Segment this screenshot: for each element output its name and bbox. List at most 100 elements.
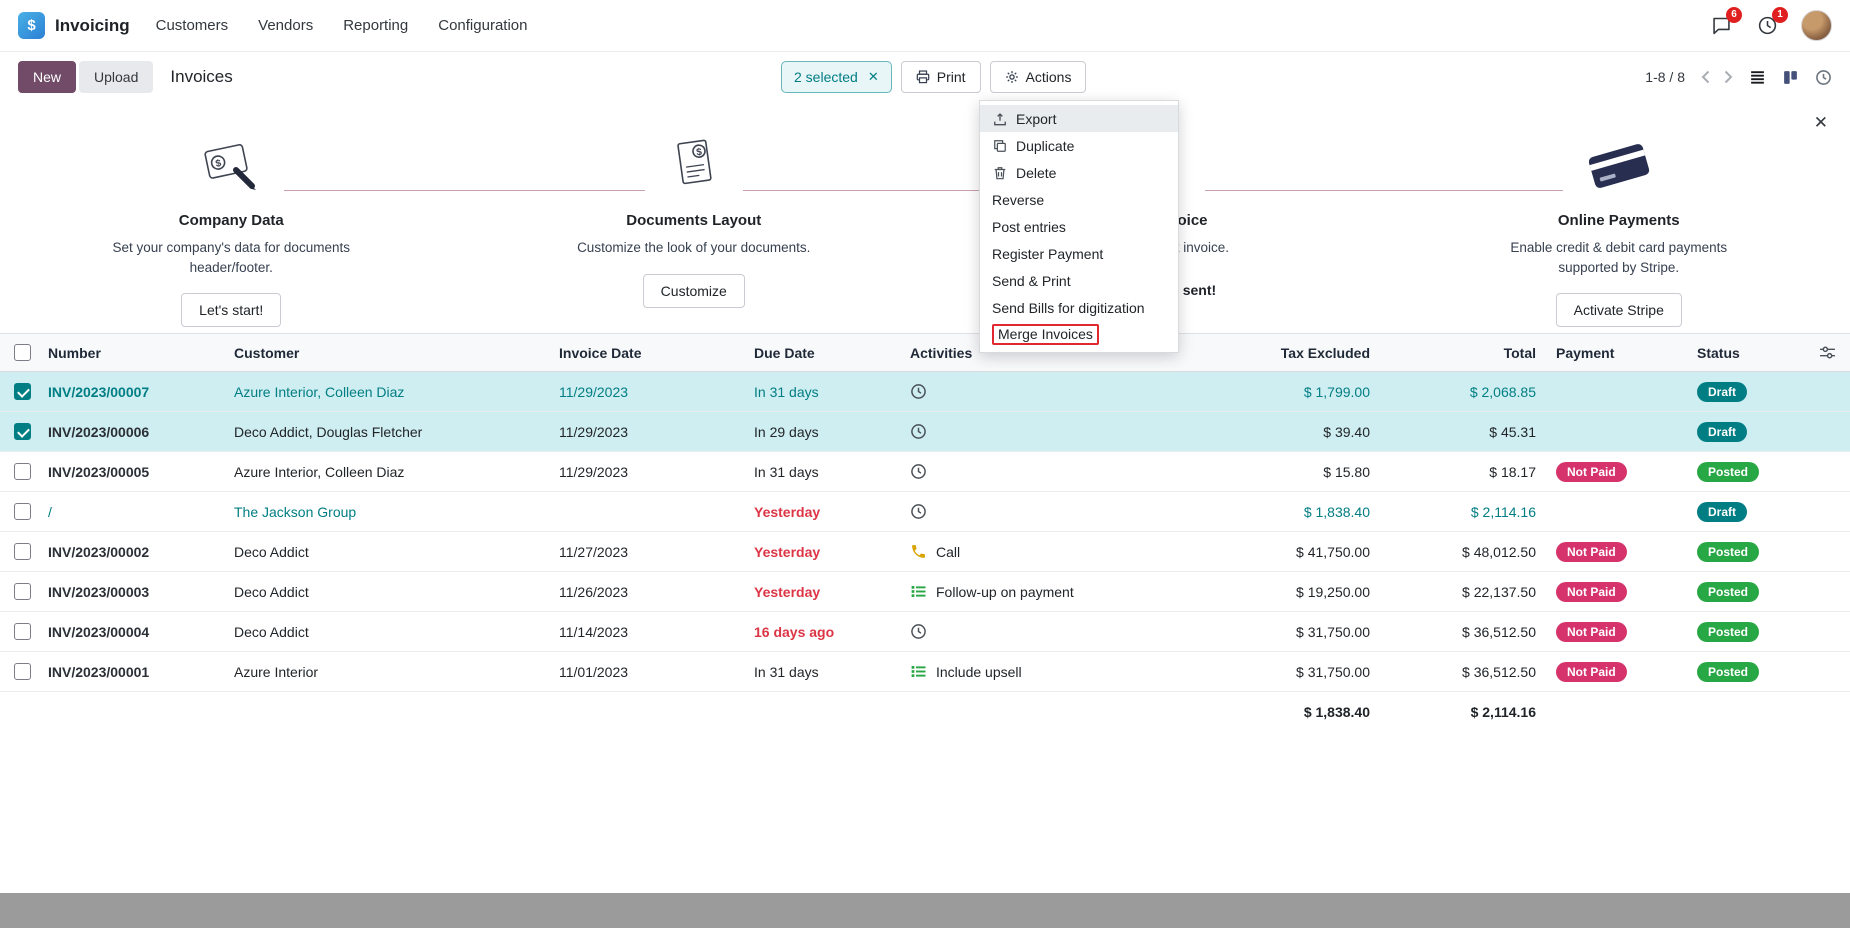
table-row[interactable]: INV/2023/00003 Deco Addict 11/26/2023 Ye… xyxy=(0,572,1850,612)
list-view-icon[interactable] xyxy=(1749,69,1766,86)
annotation-highlight-box: Merge Invoices xyxy=(992,324,1099,345)
header-customer[interactable]: Customer xyxy=(234,344,300,361)
menu-item-duplicate[interactable]: Duplicate xyxy=(980,132,1178,159)
svg-text:$: $ xyxy=(695,147,702,159)
new-button[interactable]: New xyxy=(18,61,77,93)
payment-badge: Not Paid xyxy=(1556,621,1627,642)
menu-configuration[interactable]: Configuration xyxy=(438,17,528,34)
menu-vendors[interactable]: Vendors xyxy=(258,17,314,34)
messages-badge: 6 xyxy=(1726,6,1742,23)
app-home-button[interactable]: $ Invoicing xyxy=(18,12,130,39)
clock-icon[interactable] xyxy=(910,463,927,480)
row-checkbox[interactable] xyxy=(13,663,31,680)
status-badge: Posted xyxy=(1697,661,1760,682)
menu-customers[interactable]: Customers xyxy=(155,17,229,34)
clock-icon[interactable] xyxy=(910,503,927,520)
table-row[interactable]: / The Jackson Group Yesterday $ 1,838.40… xyxy=(0,492,1850,532)
row-checkbox[interactable] xyxy=(13,583,31,600)
step-title: Documents Layout xyxy=(626,212,762,229)
pager-previous-icon[interactable] xyxy=(1701,70,1710,84)
activity-view-icon[interactable] xyxy=(1815,69,1832,86)
actions-button[interactable]: Actions xyxy=(989,61,1087,93)
menu-item-send-print[interactable]: Send & Print xyxy=(992,272,1071,289)
step-description: Enable credit & debit card payments supp… xyxy=(1510,240,1728,275)
onboarding-step-documents-layout: $ Documents Layout Customize the look of… xyxy=(463,132,926,327)
header-number[interactable]: Number xyxy=(48,344,101,361)
row-checkbox[interactable] xyxy=(13,463,31,480)
user-avatar[interactable] xyxy=(1801,10,1832,41)
menu-item-merge-invoices[interactable]: Merge Invoices xyxy=(980,321,1178,348)
company-data-icon: $ xyxy=(178,132,285,198)
main-menu: Customers Vendors Reporting Configuratio… xyxy=(156,17,528,34)
header-due-date[interactable]: Due Date xyxy=(754,344,815,361)
banner-close-icon[interactable]: ✕ xyxy=(1813,113,1828,132)
status-badge: Posted xyxy=(1697,621,1760,642)
activate-stripe-button[interactable]: Activate Stripe xyxy=(1555,293,1682,328)
desktop-background xyxy=(0,893,1850,928)
print-button[interactable]: Print xyxy=(900,61,981,93)
sum-total: $ 2,114.16 xyxy=(1470,704,1536,720)
customer-cell: Azure Interior, Colleen Diaz xyxy=(234,463,405,480)
clear-selection-icon[interactable]: ✕ xyxy=(867,69,879,84)
clock-icon[interactable] xyxy=(910,623,927,640)
lets-start-button[interactable]: Let's start! xyxy=(181,293,282,328)
pager-next-icon[interactable] xyxy=(1724,70,1733,84)
activities-badge: 1 xyxy=(1772,6,1788,23)
messages-button[interactable]: 6 xyxy=(1709,6,1742,38)
clock-icon xyxy=(1758,16,1776,35)
phone-icon[interactable] xyxy=(910,543,927,560)
actions-dropdown-menu: Export Duplicate Delete Reverse Post ent… xyxy=(979,100,1179,353)
menu-reporting[interactable]: Reporting xyxy=(343,17,409,34)
menu-item-reverse[interactable]: Reverse xyxy=(992,191,1045,208)
menu-item-register-payment[interactable]: Register Payment xyxy=(992,245,1104,262)
customize-button[interactable]: Customize xyxy=(642,273,745,308)
menu-item-post-entries[interactable]: Post entries xyxy=(992,218,1066,235)
status-badge: Posted xyxy=(1697,541,1760,562)
top-navbar: $ Invoicing Customers Vendors Reporting … xyxy=(0,0,1850,52)
list-activity-icon[interactable] xyxy=(910,663,927,680)
menu-item-delete[interactable]: Delete xyxy=(980,159,1178,186)
header-activities[interactable]: Activities xyxy=(910,344,973,361)
activities-button[interactable]: 1 xyxy=(1755,6,1788,38)
status-badge: Draft xyxy=(1697,381,1748,402)
header-payment[interactable]: Payment xyxy=(1556,344,1615,361)
customer-cell: Deco Addict xyxy=(234,543,309,560)
status-badge: Draft xyxy=(1697,421,1748,442)
menu-item-export[interactable]: Export xyxy=(980,105,1178,132)
row-checkbox[interactable] xyxy=(13,623,31,640)
app-name: Invoicing xyxy=(55,15,130,35)
selection-count-pill: 2 selected ✕ xyxy=(781,61,892,93)
header-invoice-date[interactable]: Invoice Date xyxy=(559,344,642,361)
row-checkbox[interactable] xyxy=(13,503,31,520)
table-row[interactable]: INV/2023/00001 Azure Interior 11/01/2023… xyxy=(0,652,1850,692)
step-title: Company Data xyxy=(178,212,284,229)
menu-item-send-bills-digitization[interactable]: Send Bills for digitization xyxy=(992,299,1145,316)
select-all-checkbox[interactable] xyxy=(13,344,31,361)
table-row[interactable]: INV/2023/00006 Deco Addict, Douglas Flet… xyxy=(0,412,1850,452)
online-payments-icon xyxy=(1562,132,1675,198)
header-status[interactable]: Status xyxy=(1697,344,1740,361)
row-checkbox[interactable] xyxy=(13,423,31,440)
table-row[interactable]: INV/2023/00002 Deco Addict 11/27/2023 Ye… xyxy=(0,532,1850,572)
table-row[interactable]: INV/2023/00007 Azure Interior, Colleen D… xyxy=(0,372,1850,412)
row-checkbox[interactable] xyxy=(13,543,31,560)
table-row[interactable]: INV/2023/00005 Azure Interior, Colleen D… xyxy=(0,452,1850,492)
kanban-view-icon[interactable] xyxy=(1782,69,1799,86)
upload-button[interactable]: Upload xyxy=(79,61,154,93)
list-activity-icon[interactable] xyxy=(910,583,927,600)
header-tax-excluded[interactable]: Tax Excluded xyxy=(1280,344,1370,361)
documents-layout-icon: $ xyxy=(644,132,743,198)
customer-cell: Deco Addict xyxy=(234,623,309,640)
step-description: Customize the look of your documents. xyxy=(577,240,811,255)
clock-icon[interactable] xyxy=(910,423,927,440)
table-row[interactable]: INV/2023/00004 Deco Addict 11/14/2023 16… xyxy=(0,612,1850,652)
adjust-columns-icon[interactable] xyxy=(1819,344,1836,361)
printer-icon xyxy=(916,70,930,84)
row-checkbox[interactable] xyxy=(13,383,31,400)
clock-icon[interactable] xyxy=(910,383,927,400)
status-badge: Posted xyxy=(1697,461,1760,482)
step-description: Set your company's data for documents he… xyxy=(112,240,350,275)
sum-tax-excluded: $ 1,838.40 xyxy=(1303,704,1370,720)
header-total[interactable]: Total xyxy=(1503,344,1536,361)
